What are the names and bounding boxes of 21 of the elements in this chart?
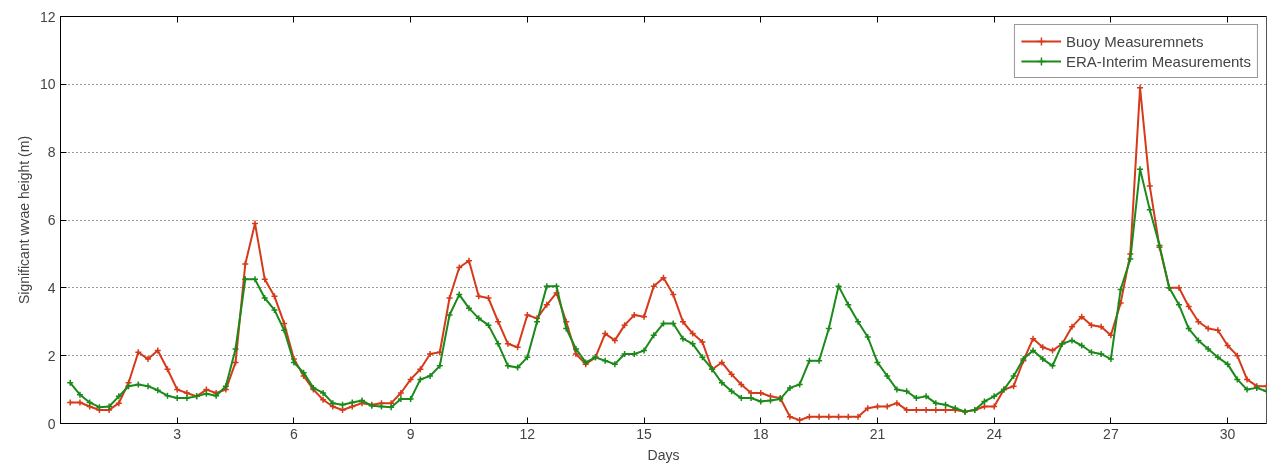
x-tick-label: 12 xyxy=(519,425,536,442)
y-tick-label: 10 xyxy=(39,76,56,93)
x-tick-label: 15 xyxy=(636,425,653,442)
y-tick-label: 6 xyxy=(47,212,56,228)
legend-label: Buoy Measuremnets xyxy=(1065,32,1204,50)
x-tick-label: 30 xyxy=(1219,425,1236,442)
x-axis-title: Days xyxy=(647,446,680,463)
x-tick-label: 21 xyxy=(869,425,886,442)
legend-label: ERA-Interim Measurements xyxy=(1065,52,1251,70)
y-axis-title: Significant wvae height (m) xyxy=(15,135,32,305)
y-tick-label: 12 xyxy=(39,8,56,25)
y-tick-label: 4 xyxy=(47,279,56,296)
x-tick-label: 6 xyxy=(290,425,299,442)
x-tick-label: 18 xyxy=(752,425,769,442)
y-tick-label: 0 xyxy=(47,415,56,432)
x-tick-label: 27 xyxy=(1103,425,1119,442)
x-tick-label: 9 xyxy=(406,425,415,442)
y-tick-label: 2 xyxy=(47,347,56,364)
x-tick-label: 24 xyxy=(986,425,1003,442)
y-tick-label: 8 xyxy=(47,144,56,161)
x-tick-label: 3 xyxy=(173,425,182,442)
